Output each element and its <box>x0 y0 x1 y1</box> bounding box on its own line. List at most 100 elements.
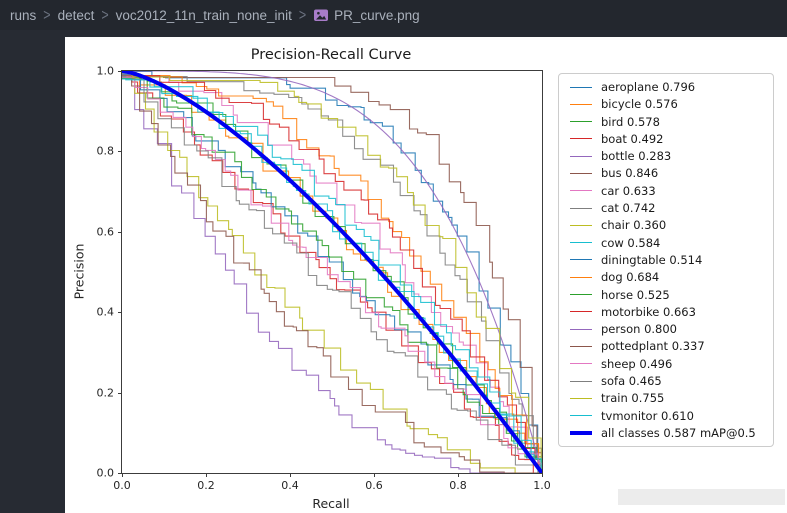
legend-label: cat 0.742 <box>601 201 656 216</box>
y-tick-mark <box>118 473 122 474</box>
legend-line-swatch <box>570 172 592 174</box>
x-tick-label: 1.0 <box>533 479 551 492</box>
legend-line-swatch <box>570 397 592 399</box>
breadcrumb-file-label: PR_curve.png <box>334 7 420 23</box>
legend-item: dog 0.684 <box>559 269 773 285</box>
y-tick-mark <box>118 71 122 72</box>
legend-line-swatch <box>570 276 592 278</box>
legend-item: chair 0.360 <box>559 217 773 233</box>
image-file-icon <box>313 7 329 23</box>
legend-line-swatch <box>570 242 592 244</box>
legend-item: aeroplane 0.796 <box>559 79 773 95</box>
x-tick-label: 0.4 <box>281 479 299 492</box>
legend-item: sheep 0.496 <box>559 356 773 372</box>
y-tick-label: 0.4 <box>96 305 115 319</box>
legend-label: tvmonitor 0.610 <box>601 408 694 423</box>
legend-label: sheep 0.496 <box>601 356 673 371</box>
breadcrumb-separator: > <box>43 6 51 24</box>
pr-curve <box>122 76 542 473</box>
breadcrumb: runs > detect > voc2012_11n_train_none_i… <box>0 0 787 30</box>
legend-item: person 0.800 <box>559 321 773 337</box>
legend-label: boat 0.492 <box>601 131 664 146</box>
pr-curve <box>122 79 542 473</box>
x-tick-label: 0.6 <box>365 479 383 492</box>
legend-line-swatch <box>570 259 592 261</box>
legend-label: bottle 0.283 <box>601 149 672 164</box>
x-tick-label: 0.2 <box>197 479 215 492</box>
legend-item: pottedplant 0.337 <box>559 338 773 354</box>
breadcrumb-separator: > <box>101 6 109 24</box>
legend-line-swatch <box>570 138 592 140</box>
legend-label: all classes 0.587 mAP@0.5 <box>601 425 756 440</box>
legend-item: bottle 0.283 <box>559 148 773 164</box>
x-tick-mark <box>374 473 375 477</box>
legend-line-swatch <box>570 328 592 330</box>
pr-curve <box>122 75 542 473</box>
x-tick-label: 0.0 <box>113 479 131 492</box>
legend-item: all classes 0.587 mAP@0.5 <box>559 425 773 441</box>
pr-curve <box>122 72 542 474</box>
y-tick-mark <box>118 231 122 233</box>
legend: aeroplane 0.796 bicycle 0.576 bird 0.578 bo… <box>558 73 774 447</box>
legend-label: horse 0.525 <box>601 287 670 302</box>
legend-line-swatch <box>570 86 592 88</box>
legend-line-swatch <box>570 207 592 209</box>
legend-line-swatch <box>570 415 592 417</box>
legend-item: bicycle 0.576 <box>559 96 773 112</box>
breadcrumb-item-detect[interactable]: detect <box>57 7 95 23</box>
plot-area: 0.0 0.2 0.4 0.6 0.8 1.0 0.0 0.2 0.4 0.6 0.8 1.0 <box>97 65 551 493</box>
breadcrumb-item-run-folder[interactable]: voc2012_11n_train_none_init <box>115 7 292 23</box>
x-tick-mark <box>542 473 543 477</box>
legend-item: bird 0.578 <box>559 114 773 130</box>
x-tick-mark <box>290 473 291 477</box>
y-tick-label: 1.0 <box>96 64 115 78</box>
legend-line-swatch <box>570 380 592 382</box>
legend-item: horse 0.525 <box>559 287 773 303</box>
pr-curve <box>122 77 542 473</box>
pr-curve <box>122 75 542 473</box>
legend-item: cat 0.742 <box>559 200 773 216</box>
legend-label: chair 0.360 <box>601 218 667 233</box>
legend-line-swatch <box>570 190 592 192</box>
pr-curve <box>122 71 542 473</box>
legend-item: tvmonitor 0.610 <box>559 408 773 424</box>
y-tick-label: 0.0 <box>96 466 115 480</box>
legend-item: car 0.633 <box>559 183 773 199</box>
y-tick-label: 0.8 <box>96 144 115 158</box>
pr-curve <box>122 71 542 473</box>
y-tick-mark <box>118 312 122 314</box>
legend-label: car 0.633 <box>601 183 656 198</box>
breadcrumb-separator: > <box>298 6 307 24</box>
breadcrumb-item-runs[interactable]: runs <box>10 7 37 23</box>
legend-label: person 0.800 <box>601 322 677 337</box>
legend-label: pottedplant 0.337 <box>601 339 705 354</box>
legend-line-swatch <box>570 155 592 157</box>
y-tick-mark <box>118 392 122 394</box>
breadcrumb-item-file[interactable]: PR_curve.png <box>313 7 420 23</box>
legend-item: sofa 0.465 <box>559 373 773 389</box>
y-tick-label: 0.2 <box>96 386 115 400</box>
pr-curve <box>122 79 542 474</box>
legend-line-swatch <box>570 224 592 226</box>
pr-curve <box>122 73 542 473</box>
horizontal-scrollbar-thumb[interactable] <box>618 489 785 505</box>
legend-label: motorbike 0.663 <box>601 304 696 319</box>
legend-label: bus 0.846 <box>601 166 659 181</box>
legend-line-swatch <box>570 345 592 347</box>
legend-label: cow 0.584 <box>601 235 661 250</box>
pr-curve <box>122 72 542 473</box>
legend-label: bicycle 0.576 <box>601 97 678 112</box>
legend-line-swatch <box>570 121 592 123</box>
legend-line-swatch <box>570 311 592 313</box>
legend-item: train 0.755 <box>559 390 773 406</box>
pr-curve <box>122 73 542 473</box>
pr-curve <box>122 76 542 473</box>
legend-item: boat 0.492 <box>559 131 773 147</box>
legend-line-swatch <box>570 103 592 105</box>
legend-line-swatch <box>570 430 592 435</box>
x-axis-label: Recall <box>312 496 350 511</box>
pr-curves-canvas <box>122 71 542 473</box>
legend-label: sofa 0.465 <box>601 374 662 389</box>
legend-label: aeroplane 0.796 <box>601 80 696 94</box>
